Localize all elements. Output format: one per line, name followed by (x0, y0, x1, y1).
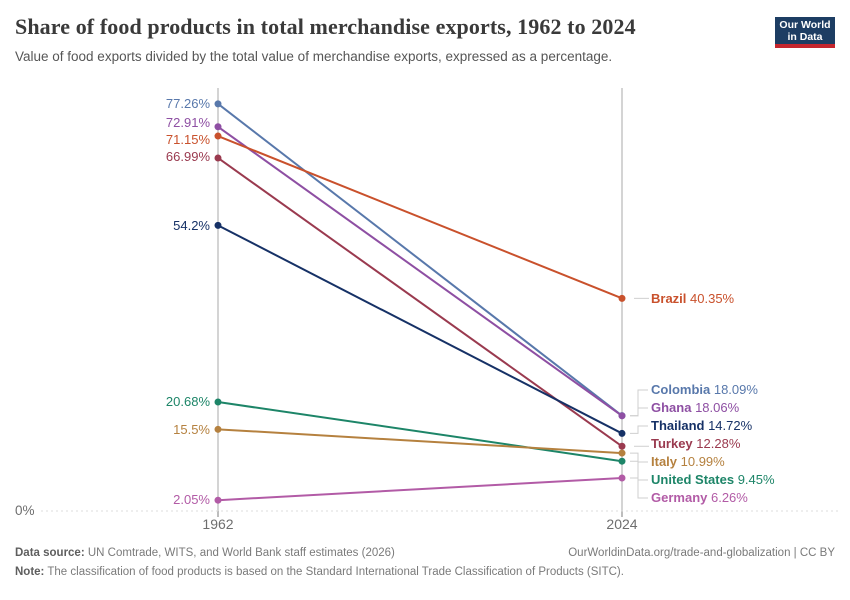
x-axis-label-1962: 1962 (202, 516, 234, 532)
start-value-label-ghana: 72.91% (165, 114, 210, 130)
series-dot-end-ghana[interactable] (618, 412, 626, 420)
owid-logo-accent-bar (775, 44, 835, 48)
end-label-turkey[interactable]: Turkey 12.28% (651, 435, 740, 453)
series-line-ghana[interactable] (217, 125, 623, 417)
end-label-value: 40.35% (686, 291, 735, 306)
series-dot-end-turkey[interactable] (618, 442, 626, 450)
end-label-value: 9.45% (734, 472, 775, 487)
end-label-name: Ghana (651, 400, 692, 415)
series-dot-end-united-states[interactable] (618, 457, 626, 465)
start-value-label-colombia: 77.26% (165, 96, 210, 111)
series-dot-end-germany[interactable] (618, 474, 626, 482)
owid-license-link[interactable]: OurWorldinData.org/trade-and-globalizati… (568, 547, 835, 559)
end-label-name: Italy (651, 454, 678, 469)
end-label-name: Colombia (651, 382, 711, 397)
page-title: Share of food products in total merchand… (15, 14, 636, 39)
end-label-value: 10.99% (677, 454, 725, 469)
start-value-label-turkey: 66.99% (165, 149, 210, 164)
leader-line-thailand (630, 425, 648, 434)
series-dot-start-germany[interactable] (214, 496, 222, 504)
start-value-label-germany: 2.05% (173, 492, 210, 507)
end-label-united-states[interactable]: United States 9.45% (651, 471, 775, 489)
series-dot-start-brazil[interactable] (214, 132, 222, 140)
end-label-value: 12.28% (692, 436, 741, 451)
owid-logo[interactable]: Our World in Data (775, 17, 835, 49)
end-label-name: Thailand (651, 418, 705, 433)
end-label-ghana[interactable]: Ghana 18.06% (651, 399, 739, 417)
series-dot-start-colombia[interactable] (214, 100, 222, 108)
end-label-italy[interactable]: Italy 10.99% (651, 453, 725, 471)
start-value-label-italy: 15.5% (173, 421, 210, 437)
end-label-name: United States (651, 472, 735, 487)
end-label-germany[interactable]: Germany 6.26% (651, 489, 748, 507)
end-label-value: 18.09% (710, 382, 758, 397)
series-dot-end-thailand[interactable] (618, 429, 626, 437)
end-label-name: Germany (651, 490, 708, 505)
series-dot-start-thailand[interactable] (214, 221, 222, 229)
series-line-thailand[interactable] (217, 224, 623, 435)
end-label-colombia[interactable]: Colombia 18.09% (651, 381, 758, 399)
series-dot-start-italy[interactable] (214, 425, 222, 433)
start-value-label-brazil: 71.15% (165, 131, 210, 147)
owid-logo-text: Our World in Data (775, 17, 835, 44)
end-label-value: 6.26% (707, 490, 748, 505)
series-line-germany[interactable] (217, 477, 623, 502)
series-dot-start-turkey[interactable] (214, 154, 222, 162)
end-label-thailand[interactable]: Thailand 14.72% (651, 417, 752, 435)
leader-line-ghana (630, 407, 648, 417)
chart-footer: Data source: UN Comtrade, WITS, and Worl… (15, 544, 835, 582)
series-line-united-states[interactable] (217, 401, 623, 463)
y-axis-zero-label: 0% (15, 503, 35, 518)
series-line-brazil[interactable] (217, 135, 623, 300)
start-value-label-united-states: 20.68% (165, 394, 210, 409)
end-label-name: Turkey (651, 436, 693, 451)
series-dot-start-ghana[interactable] (214, 123, 222, 131)
series-dot-end-italy[interactable] (618, 449, 626, 457)
series-dot-end-brazil[interactable] (618, 294, 626, 302)
x-axis-label-2024: 2024 (606, 516, 638, 532)
start-value-label-thailand: 54.2% (173, 217, 210, 233)
series-line-italy[interactable] (217, 428, 623, 455)
end-label-name: Brazil (651, 291, 687, 306)
leader-line-colombia (630, 389, 648, 417)
data-source-line: Data source: UN Comtrade, WITS, and Worl… (15, 547, 395, 559)
series-line-colombia[interactable] (217, 103, 623, 417)
leader-line-italy (630, 452, 648, 463)
end-label-value: 18.06% (691, 400, 740, 415)
series-dot-start-united-states[interactable] (214, 398, 222, 406)
page-subtitle: Value of food exports divided by the tot… (15, 49, 613, 64)
end-label-brazil[interactable]: Brazil 40.35% (651, 290, 734, 308)
end-label-value: 14.72% (704, 418, 753, 433)
leader-line-united-states (630, 460, 648, 481)
leader-line-germany (630, 477, 648, 499)
note-line: Note: The classification of food product… (15, 566, 624, 578)
